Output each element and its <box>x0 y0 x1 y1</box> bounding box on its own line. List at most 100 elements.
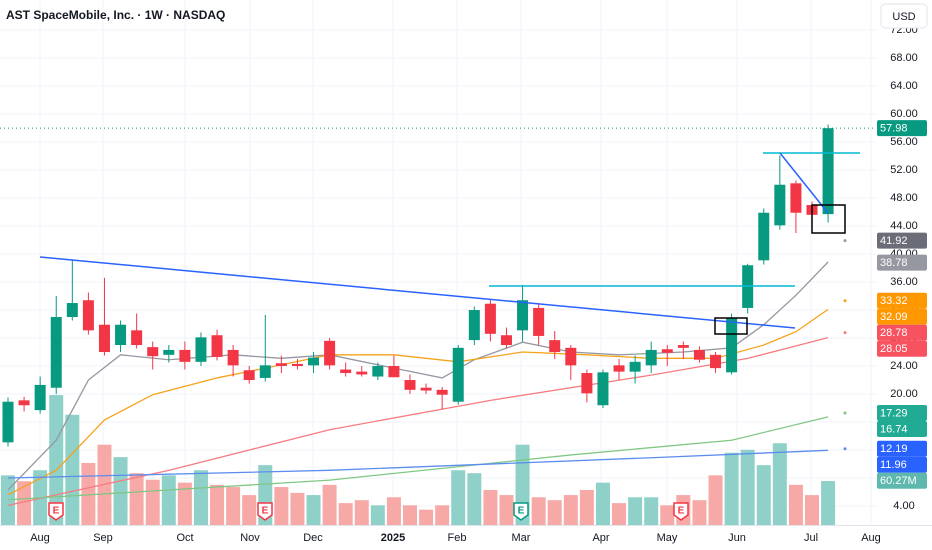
y-tick-label: 52.00 <box>890 164 918 176</box>
earnings-markers: E E E E <box>48 502 689 521</box>
candle-body <box>115 324 127 346</box>
price-badge <box>877 405 927 421</box>
y-tick-label: 68.00 <box>890 52 918 64</box>
volume-bar <box>403 505 417 525</box>
volume-bar <box>322 484 337 525</box>
volume-bar <box>788 484 803 525</box>
volume-bar <box>740 449 755 525</box>
candle-body <box>452 347 464 402</box>
candle-body <box>243 370 255 381</box>
volume-bar <box>210 484 225 525</box>
y-tick-label: 60.00 <box>890 108 918 120</box>
x-tick-label: Jun <box>728 532 746 544</box>
volume-bar <box>386 497 401 525</box>
volume-bar <box>660 505 675 525</box>
price-badge-label: 28.78 <box>880 327 908 339</box>
badge-dot <box>843 331 847 335</box>
y-tick-label: 36.00 <box>890 276 918 288</box>
candle-body <box>259 365 271 378</box>
volume-bar <box>145 479 160 525</box>
price-badge-label: 12.19 <box>880 443 908 455</box>
volume-bar <box>708 475 723 525</box>
currency-label[interactable]: USD <box>892 11 915 23</box>
y-tick-label: 44.00 <box>890 220 918 232</box>
candle-body <box>34 384 46 411</box>
currency-button[interactable] <box>880 3 928 29</box>
earnings-marker <box>48 502 64 521</box>
volume-bar <box>579 489 594 525</box>
candle-body <box>308 357 320 366</box>
volume-bar <box>65 414 80 525</box>
volume-bar <box>354 500 369 525</box>
x-tick-label: Aug <box>861 532 881 544</box>
volume-bar <box>644 497 659 525</box>
candle-body <box>533 307 545 336</box>
candle-body <box>645 349 657 366</box>
candle-body <box>726 317 738 373</box>
candle-body <box>581 373 593 394</box>
volume-bar <box>467 473 482 525</box>
candle-body <box>774 184 786 226</box>
candle-body <box>693 349 705 360</box>
candle-body <box>597 372 609 406</box>
candle-body <box>404 380 416 390</box>
earnings-label: E <box>678 506 685 517</box>
volume-bar <box>338 503 353 525</box>
candle-body <box>340 369 352 374</box>
moving-average <box>7 337 829 506</box>
x-tick-label: Feb <box>448 532 467 544</box>
volume-bar <box>499 495 514 525</box>
y-tick-label: 64.00 <box>890 80 918 92</box>
candle-body <box>677 345 689 348</box>
x-tick-label: Aug <box>30 532 50 544</box>
price-badge-label: 28.05 <box>880 343 908 355</box>
earnings-marker <box>513 502 529 521</box>
volume-bar <box>435 505 450 525</box>
badge-dot <box>843 299 847 303</box>
candle-body <box>372 366 384 377</box>
candle-body <box>517 300 529 331</box>
candle-body <box>613 365 625 372</box>
candle-body <box>98 324 110 353</box>
candle-body <box>790 183 802 213</box>
x-tick-label: 2025 <box>381 532 405 544</box>
candle-body <box>227 349 239 366</box>
volume-bar <box>242 495 257 525</box>
volume-bar <box>129 473 144 525</box>
candle-body <box>275 363 287 367</box>
volume-bar <box>161 475 176 525</box>
price-badge <box>877 324 927 341</box>
candle-body <box>2 401 14 443</box>
volume-bar <box>547 500 562 525</box>
candles <box>2 124 834 447</box>
candle-body <box>661 349 673 353</box>
candle-body <box>324 340 336 366</box>
volume-bar <box>81 462 96 525</box>
price-badge-label: 32.09 <box>880 311 908 323</box>
price-badge-label: 33.32 <box>880 295 908 307</box>
drawings <box>39 152 860 335</box>
price-badge <box>877 421 927 437</box>
price-badge <box>877 340 927 357</box>
candle-body <box>468 310 480 341</box>
candle-body <box>82 300 94 331</box>
volume-bar <box>290 492 305 525</box>
badge-dot <box>843 447 847 451</box>
price-badge-label: 16.74 <box>880 423 908 435</box>
earnings-label: E <box>518 506 525 517</box>
volume-bar <box>177 482 192 525</box>
trendline <box>39 256 796 329</box>
y-tick-label: 56.00 <box>890 136 918 148</box>
volume-bar <box>612 503 627 525</box>
badge-dot <box>843 239 847 243</box>
earnings-label: E <box>262 506 269 517</box>
x-tick-label: Nov <box>240 532 260 544</box>
candle-body <box>549 340 561 353</box>
volume-bar <box>628 497 643 525</box>
price-badges: 57.98 41.92 38.78 33.32 32.09 28.78 28.05 17.29… <box>843 120 927 489</box>
box-drawing <box>714 317 748 335</box>
volume-bar <box>821 481 836 525</box>
volume-bar <box>483 489 498 525</box>
volume-bar <box>113 457 128 525</box>
